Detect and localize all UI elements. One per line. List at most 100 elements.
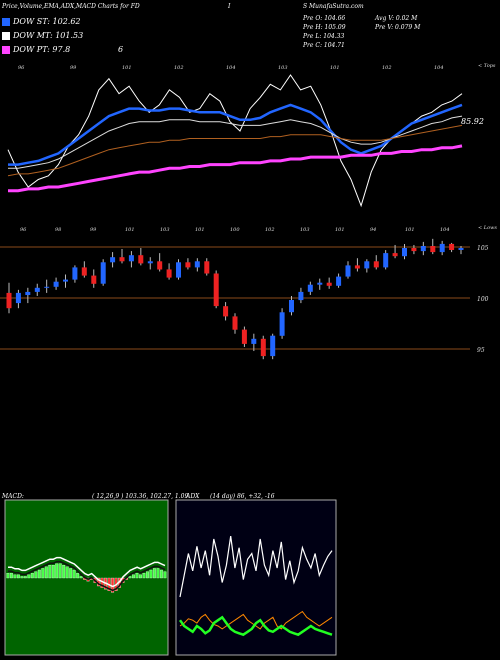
ema-top-tick: 96 (18, 65, 25, 71)
ema-top-tick: 102 (382, 65, 392, 71)
macd-hist-bar (6, 573, 10, 579)
ema-series-ema-mid (8, 115, 463, 169)
tops-label: < Tops (478, 63, 496, 69)
candle-body (128, 255, 134, 262)
legend-swatch-pt (2, 46, 10, 54)
macd-hist-bar (62, 565, 66, 579)
candle-body (81, 267, 87, 276)
ema-top-tick: 104 (434, 65, 444, 71)
ema-bottom-tick: 94 (370, 227, 376, 233)
prev-close: Pre C: 104.71 (303, 42, 345, 49)
ema-top-tick: 99 (70, 65, 77, 71)
ema-bottom-tick: 101 (125, 227, 135, 233)
candle-body (449, 243, 455, 250)
ytick-95: 95 (477, 347, 485, 354)
candle-body (439, 243, 445, 253)
candle-body (241, 329, 247, 344)
candle-body (25, 291, 31, 295)
macd-hist-bar (128, 576, 132, 579)
candle-body (260, 338, 266, 357)
candle-body (383, 253, 389, 268)
macd-hist-bar (72, 569, 76, 579)
macd-title: MACD: (2, 493, 24, 500)
candle-body (100, 262, 106, 284)
candle-body (147, 261, 153, 264)
legend-pt: DOW PT: 97.8 (13, 45, 71, 54)
macd-hist-bar (58, 563, 62, 579)
candle-body (279, 312, 285, 336)
ema-top-tick: 104 (226, 65, 236, 71)
candle-body (223, 306, 229, 317)
candle-body (194, 261, 200, 268)
macd-hist-bar (135, 573, 139, 579)
candle-body (364, 261, 370, 269)
macd-hist-bar (79, 576, 83, 579)
adx-title: ADX (186, 493, 200, 500)
candle-panel: 105 100 95 (0, 238, 489, 360)
ema-top-tick: 101 (330, 65, 340, 71)
legend-extra: 6 (118, 45, 124, 54)
legend-swatch-st (2, 18, 10, 26)
ema-series-ema-short (8, 103, 463, 166)
candle-body (15, 292, 21, 304)
candle-body (289, 300, 294, 313)
avg-volume: Avg V: 0.02 M (375, 15, 418, 22)
chart-title: Price,Volume,EMA,ADX,MACD Charts for FD (2, 3, 140, 10)
macd-line-signal (8, 560, 166, 592)
candle-body (185, 262, 191, 268)
candle-body (119, 257, 125, 262)
ytick-105: 105 (477, 245, 489, 252)
candle-body (91, 275, 97, 284)
candle-body (270, 335, 276, 357)
candle-body (307, 284, 313, 292)
candle-body (6, 292, 12, 309)
candle-body (392, 253, 398, 257)
ema-bottom-tick: 99 (90, 227, 97, 233)
macd-line-macd (8, 556, 166, 588)
adx-series-di-minus (178, 615, 333, 637)
candle-body (53, 281, 59, 287)
macd-hist-bar (152, 568, 156, 579)
ema-bottom-tick: 98 (55, 227, 61, 233)
prev-volume: Pre V: 0.079 M (375, 24, 421, 31)
adx-series-adx (179, 536, 333, 598)
adx-box (175, 499, 337, 656)
candle-body (176, 262, 181, 278)
macd-hist-bar (9, 573, 13, 579)
candle-body (251, 338, 257, 344)
macd-hist-bar (16, 574, 20, 579)
ema-top-tick: 102 (174, 65, 184, 71)
candle-body (166, 269, 172, 278)
ytick-100: 100 (477, 296, 489, 303)
macd-hist-bar (69, 568, 73, 579)
macd-hist-bar (23, 576, 27, 579)
macd-hist-bar (48, 565, 52, 579)
ema-bottom-tick: 96 (20, 227, 27, 233)
macd-hist-bar (27, 574, 31, 579)
prev-low: Pre L: 104.33 (303, 33, 345, 40)
macd-hist-bar (13, 574, 17, 579)
macd-hist-bar (51, 565, 55, 579)
candle-body (326, 282, 332, 286)
candle-body (420, 246, 426, 252)
ema-bottom-tick: 102 (265, 227, 275, 233)
candle-body (373, 261, 379, 268)
macd-hist-bar (142, 573, 146, 579)
ema-bottom-tick: 103 (300, 227, 310, 233)
ema-top-tick: 101 (122, 65, 132, 71)
ema-bottom-tick: 104 (440, 227, 450, 233)
header-mark: I (228, 3, 231, 10)
candle-body (411, 248, 417, 252)
ema-bottom-tick: 101 (195, 227, 205, 233)
candle-body (72, 267, 78, 280)
macd-params: ( 12,26,9 ) 103.36, 102.27, 1.09 (92, 493, 189, 500)
lows-label: < Lows (478, 225, 497, 231)
macd-hist-bar (159, 569, 163, 579)
macd-hist-bar (55, 563, 59, 579)
macd-hist-bar (76, 573, 80, 579)
macd-hist-bar (163, 571, 167, 579)
ema-last-value: 85.92 (461, 117, 484, 126)
candle-body (458, 248, 464, 250)
macd-hist-bar (139, 574, 142, 579)
